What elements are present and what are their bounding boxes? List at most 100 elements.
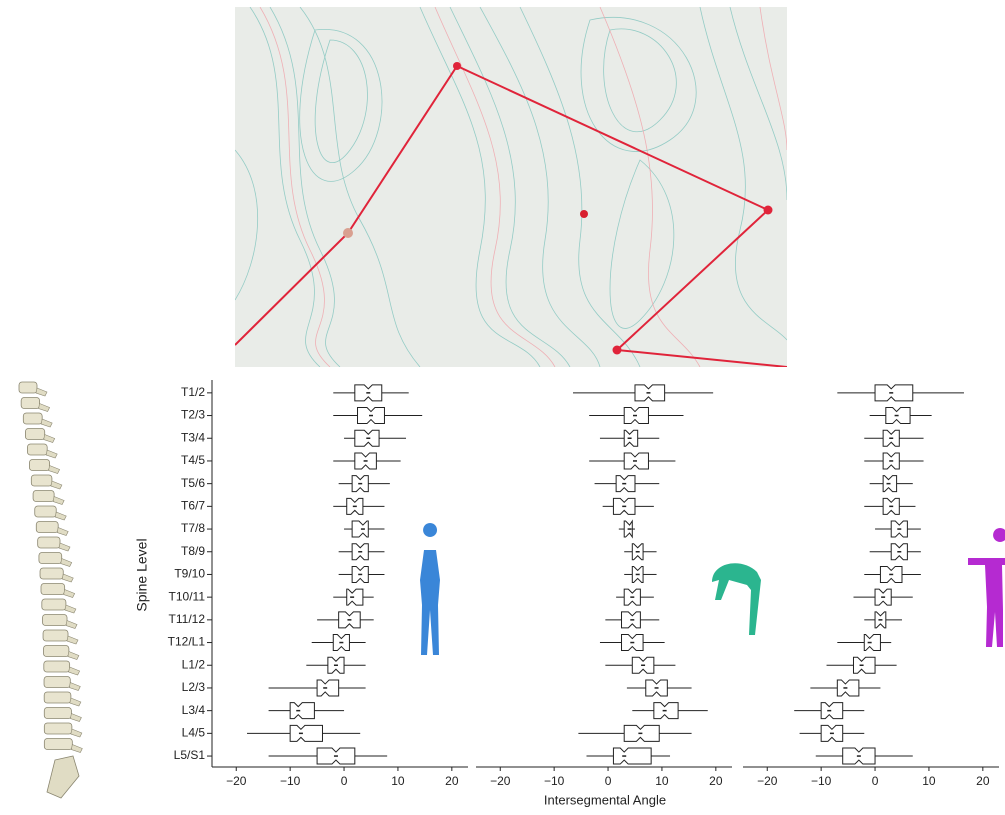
vertebra — [43, 645, 70, 657]
spinous-process — [68, 682, 81, 691]
notched-box — [820, 702, 844, 720]
vertebra — [43, 691, 72, 704]
spinous-process — [52, 496, 65, 505]
red-point — [763, 205, 773, 215]
vertebra — [18, 381, 38, 394]
y-tick-label: T1/2 — [181, 385, 205, 399]
spinous-process — [40, 418, 53, 428]
red-point — [580, 210, 588, 218]
vertebra — [22, 412, 43, 425]
spinous-process — [61, 573, 74, 583]
spinous-process — [58, 542, 71, 552]
vertebra — [37, 536, 61, 549]
spinous-process — [48, 465, 61, 474]
x-tick-label: 10 — [391, 774, 405, 788]
spinous-process — [60, 558, 73, 567]
spinous-process — [64, 604, 77, 614]
vertebra — [43, 660, 71, 673]
vertebra — [43, 738, 73, 750]
spine-illustration — [18, 381, 83, 799]
y-tick-label: T11/12 — [169, 612, 206, 626]
y-tick-label: T12/L1 — [168, 635, 206, 649]
notched-box — [852, 656, 876, 674]
x-tick-label: −10 — [811, 774, 832, 788]
notched-box — [836, 679, 860, 697]
spinous-process — [69, 697, 82, 707]
spinous-process — [56, 527, 69, 536]
x-tick-label: 20 — [709, 774, 723, 788]
vertebra — [42, 614, 68, 626]
spinous-process — [35, 387, 48, 397]
x-tick-label: 0 — [872, 774, 879, 788]
y-tick-label: T4/5 — [181, 453, 205, 467]
y-tick-label: T6/7 — [181, 499, 205, 513]
vertebra — [41, 598, 67, 611]
red-path — [235, 64, 787, 367]
notched-box — [863, 634, 881, 652]
vertebra — [29, 459, 51, 471]
spinous-process — [70, 728, 83, 738]
spinous-process — [54, 511, 67, 521]
vertebra — [43, 707, 72, 719]
y-tick-label: L4/5 — [182, 726, 206, 740]
y-tick-label: T10/11 — [169, 589, 206, 603]
x-tick-label: 0 — [605, 774, 612, 788]
contour-lines-red — [259, 7, 787, 367]
vertebra — [39, 567, 64, 580]
vertebra — [35, 521, 59, 533]
x-tick-label: −20 — [490, 774, 511, 788]
contour-lines — [235, 7, 787, 367]
notched-box — [346, 588, 364, 606]
x-tick-label: 20 — [445, 774, 459, 788]
y-tick-label: T9/10 — [174, 567, 205, 581]
x-tick-label: −10 — [280, 774, 301, 788]
spinous-process — [70, 713, 82, 722]
spinous-process — [67, 651, 80, 660]
vertebra — [38, 552, 63, 564]
vertebra — [32, 490, 55, 502]
y-tick-label: L1/2 — [182, 657, 206, 671]
y-axis-title: Spine Level — [134, 538, 150, 611]
bending-figure — [712, 563, 761, 635]
x-tick-label: −20 — [757, 774, 778, 788]
spinous-process — [65, 620, 78, 629]
x-tick-label: 0 — [341, 774, 348, 788]
notched-box — [351, 520, 369, 538]
y-tick-label: L3/4 — [182, 703, 206, 717]
contour-photo — [235, 7, 787, 367]
arms-figure — [968, 528, 1005, 647]
notched-box — [289, 724, 323, 742]
vertebra — [34, 505, 57, 518]
spinous-process — [38, 403, 51, 412]
vertebra — [40, 583, 66, 595]
y-tick-label: T8/9 — [181, 544, 205, 558]
red-point — [453, 62, 461, 70]
y-tick-label: T3/4 — [181, 430, 205, 444]
x-tick-label: 10 — [922, 774, 936, 788]
spinous-process — [70, 744, 83, 753]
vertebra — [30, 474, 53, 487]
y-tick-label: L2/3 — [182, 680, 206, 694]
spinous-process — [45, 449, 58, 459]
notched-box — [874, 384, 914, 402]
y-tick-label: T5/6 — [181, 476, 205, 490]
x-tick-label: −10 — [544, 774, 565, 788]
vertebra — [43, 722, 73, 735]
x-axis-title: Intersegmental Angle — [544, 792, 666, 807]
x-tick-label: 10 — [655, 774, 669, 788]
spinous-process — [68, 666, 81, 676]
red-point — [343, 228, 353, 238]
spinous-process — [50, 480, 63, 490]
spinous-process — [43, 434, 56, 443]
vertebra — [42, 629, 69, 642]
y-tick-label: L5/S1 — [174, 748, 206, 762]
spinous-process — [63, 589, 76, 598]
spinous-process — [66, 635, 79, 645]
vertebra — [25, 428, 46, 440]
notched-box — [612, 747, 652, 765]
photo-background — [235, 7, 787, 367]
vertebra — [27, 443, 48, 456]
y-tick-label: T7/8 — [181, 521, 205, 535]
